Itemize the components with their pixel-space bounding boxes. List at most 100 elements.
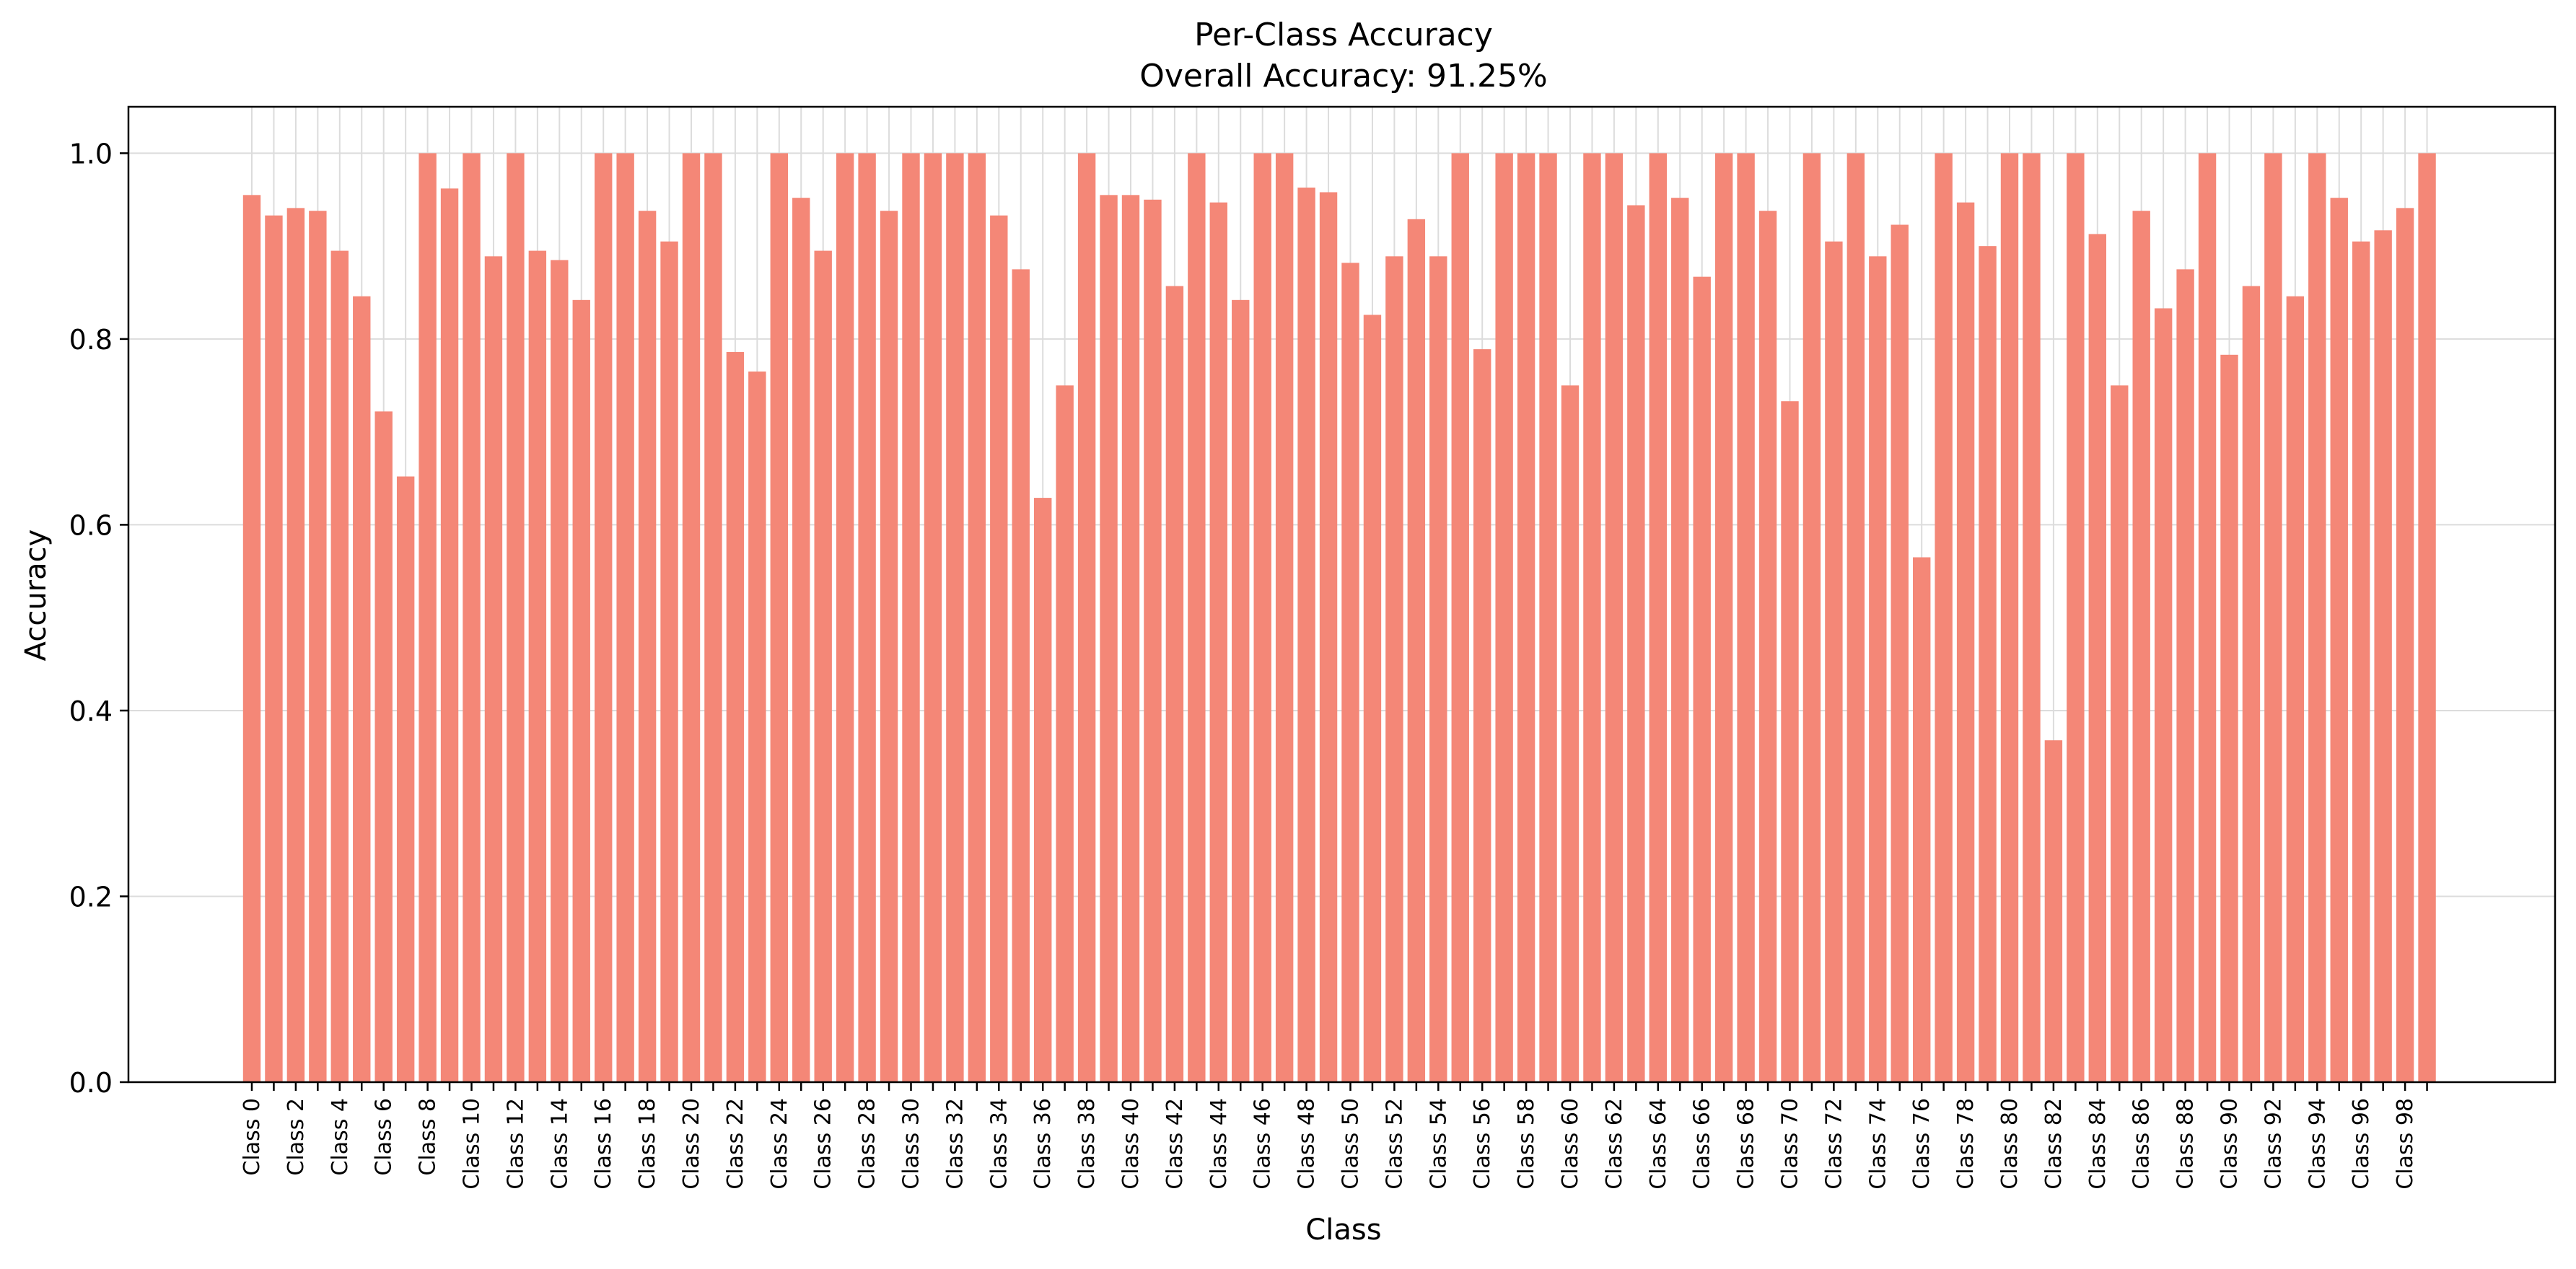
x-tick-label: Class 0 [240, 1098, 265, 1176]
x-tick-label: Class 14 [547, 1098, 572, 1190]
bar-class-53 [1407, 219, 1426, 1083]
x-tick-label: Class 52 [1382, 1098, 1407, 1190]
bar-class-85 [2111, 385, 2129, 1082]
bar-class-49 [1319, 192, 1338, 1082]
bar-class-26 [814, 250, 832, 1083]
bar-class-98 [2396, 208, 2414, 1082]
bar-class-68 [1737, 153, 1755, 1082]
bar-class-43 [1188, 153, 1206, 1082]
bar-class-63 [1627, 205, 1645, 1083]
x-tick-label: Class 62 [1602, 1098, 1627, 1190]
bar-class-56 [1473, 349, 1491, 1082]
bar-class-32 [946, 153, 964, 1082]
bar-class-19 [660, 241, 678, 1082]
bar-class-25 [792, 198, 810, 1083]
bar-class-95 [2330, 198, 2348, 1083]
x-tick-label: Class 50 [1339, 1098, 1364, 1190]
x-tick-label: Class 18 [635, 1098, 660, 1190]
bar-class-61 [1583, 153, 1601, 1082]
x-tick-label: Class 60 [1558, 1098, 1583, 1190]
bar-class-94 [2308, 153, 2326, 1082]
y-axis-ticks: 0.0 0.2 0.4 0.6 0.8 1.0 [69, 138, 128, 1099]
x-tick-label: Class 30 [899, 1098, 924, 1190]
x-tick-label: Class 78 [1953, 1098, 1979, 1190]
y-tick-label: 0.2 [69, 881, 113, 913]
chart-subtitle: Overall Accuracy: 91.25% [1139, 58, 1548, 95]
bar-class-8 [419, 153, 437, 1082]
x-tick-label: Class 64 [1646, 1098, 1671, 1190]
bar-class-4 [330, 250, 349, 1083]
bar-class-88 [2176, 269, 2194, 1082]
bar-class-35 [1012, 269, 1030, 1082]
x-tick-label: Class 40 [1118, 1098, 1144, 1190]
x-tick-label: Class 46 [1250, 1098, 1276, 1190]
bars [242, 153, 2436, 1083]
bar-class-45 [1232, 299, 1250, 1083]
x-tick-label: Class 70 [1778, 1098, 1803, 1190]
bar-class-58 [1517, 153, 1535, 1082]
x-tick-label: Class 44 [1206, 1098, 1232, 1190]
x-tick-label: Class 84 [2085, 1098, 2111, 1190]
x-tick-label: Class 94 [2305, 1098, 2330, 1190]
bar-class-92 [2264, 153, 2282, 1082]
bar-class-48 [1297, 188, 1315, 1083]
x-tick-label: Class 82 [2041, 1098, 2067, 1190]
bar-class-38 [1077, 153, 1096, 1082]
x-tick-label: Class 36 [1030, 1098, 1056, 1190]
bar-class-10 [463, 153, 481, 1082]
bar-class-57 [1495, 153, 1513, 1082]
bar-class-24 [770, 153, 788, 1082]
bar-class-79 [1979, 246, 1997, 1083]
bar-class-96 [2352, 241, 2370, 1082]
bar-class-69 [1758, 211, 1777, 1082]
x-tick-label: Class 34 [986, 1098, 1012, 1190]
bar-class-31 [924, 153, 942, 1082]
bar-class-66 [1693, 276, 1711, 1082]
x-tick-label: Class 58 [1514, 1098, 1539, 1190]
bar-class-99 [2418, 153, 2436, 1082]
x-tick-label: Class 86 [2129, 1098, 2155, 1190]
bar-class-9 [440, 188, 459, 1082]
x-tick-label: Class 32 [942, 1098, 968, 1190]
x-tick-label: Class 28 [855, 1098, 880, 1190]
bar-class-89 [2198, 153, 2217, 1082]
bar-class-34 [990, 215, 1008, 1083]
bar-class-50 [1341, 263, 1359, 1082]
bar-class-81 [2023, 153, 2041, 1082]
bar-class-39 [1100, 195, 1118, 1082]
bar-class-64 [1649, 153, 1667, 1082]
bar-class-36 [1034, 498, 1052, 1082]
bar-class-0 [242, 195, 261, 1082]
bar-class-20 [682, 153, 701, 1082]
x-tick-label: Class 6 [372, 1098, 397, 1176]
bar-class-41 [1144, 199, 1162, 1082]
x-tick-label: Class 2 [284, 1098, 309, 1176]
x-tick-label: Class 66 [1690, 1098, 1715, 1190]
bar-class-54 [1429, 256, 1447, 1083]
bar-class-33 [968, 153, 986, 1082]
x-tick-label: Class 42 [1162, 1098, 1188, 1190]
bar-class-59 [1539, 153, 1557, 1082]
y-tick-label: 1.0 [69, 138, 113, 170]
x-tick-label: Class 12 [503, 1098, 528, 1190]
x-tick-label: Class 22 [723, 1098, 748, 1190]
x-tick-label: Class 92 [2261, 1098, 2286, 1190]
bar-class-71 [1802, 153, 1821, 1082]
bar-class-27 [836, 153, 854, 1082]
bar-class-6 [374, 411, 393, 1082]
y-tick-label: 0.4 [69, 695, 113, 727]
bar-class-1 [265, 215, 283, 1083]
bar-class-3 [309, 211, 327, 1082]
bar-class-73 [1846, 153, 1865, 1082]
x-tick-label: Class 26 [811, 1098, 836, 1190]
bar-class-46 [1253, 153, 1271, 1082]
bar-class-13 [528, 250, 547, 1083]
bar-class-74 [1869, 256, 1887, 1083]
chart-title: Per-Class Accuracy [1194, 17, 1493, 53]
x-tick-label: Class 68 [1734, 1098, 1759, 1190]
x-tick-label: Class 88 [2173, 1098, 2199, 1190]
x-tick-label: Class 48 [1294, 1098, 1320, 1190]
bar-class-86 [2132, 211, 2150, 1082]
bar-class-14 [551, 260, 569, 1082]
